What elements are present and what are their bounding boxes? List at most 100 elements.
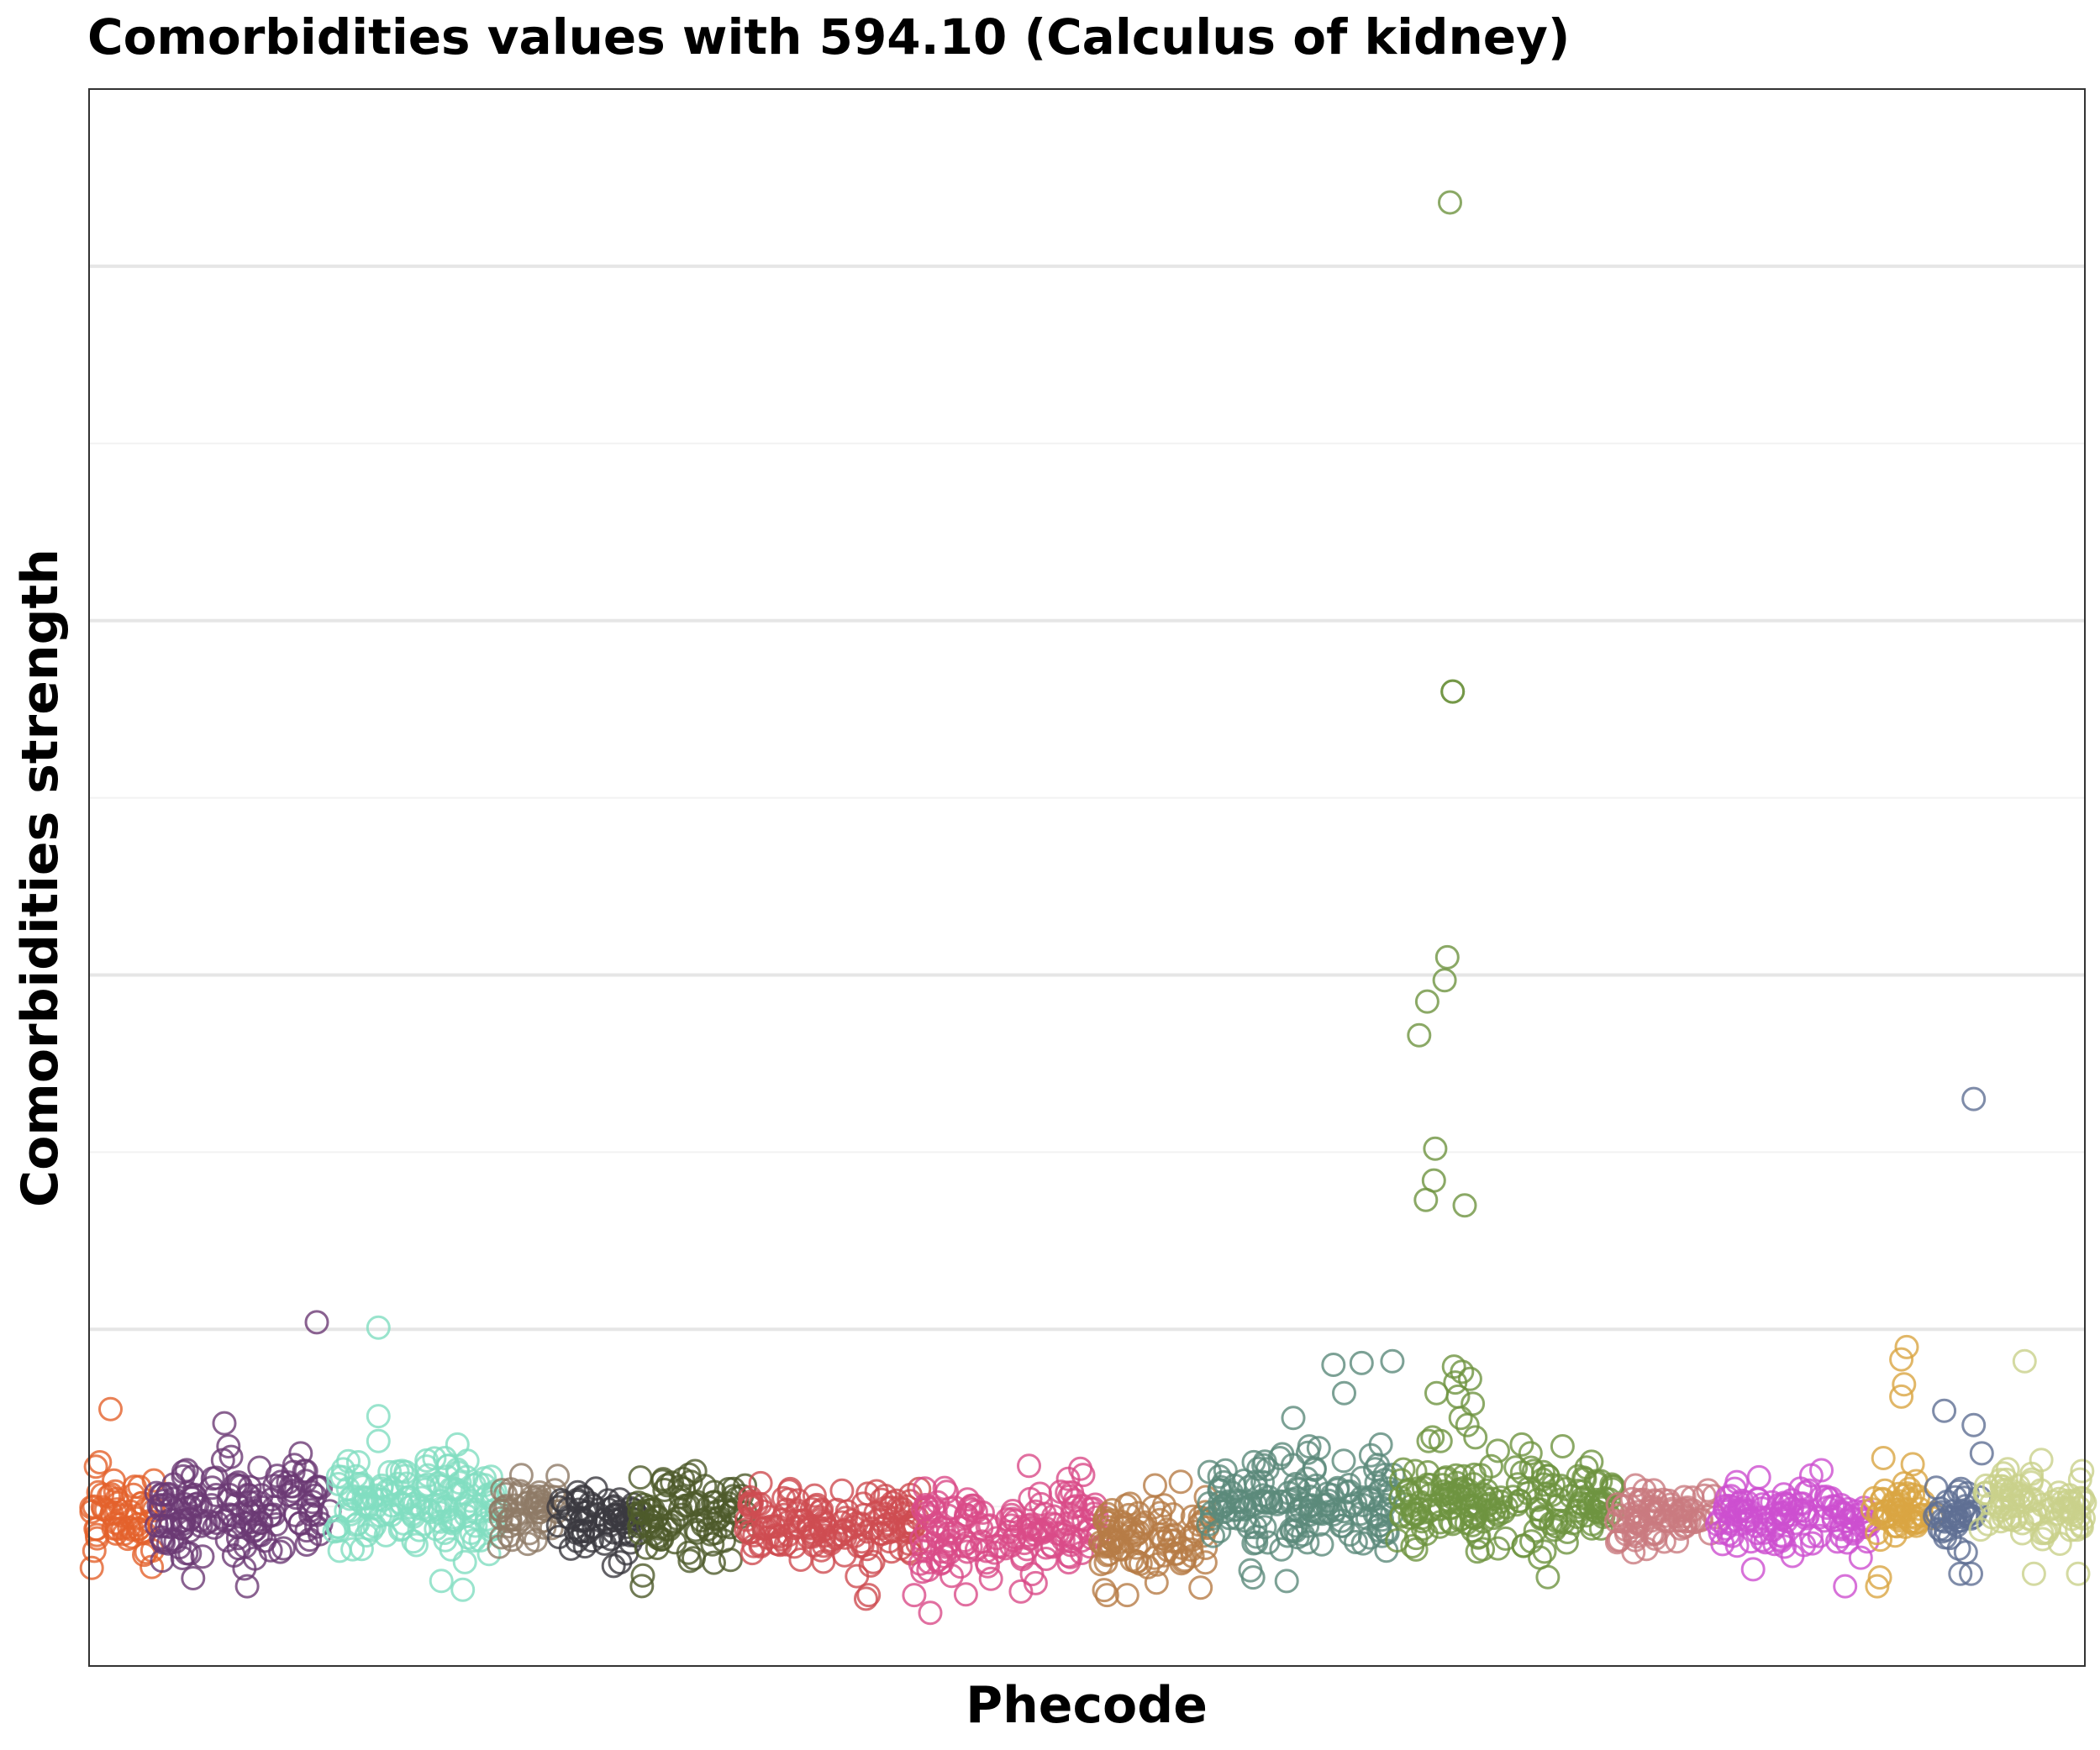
data-point (1892, 1514, 1918, 1539)
data-point (583, 1476, 608, 1501)
data-point (1726, 1499, 1751, 1523)
data-point (2071, 1506, 2096, 1531)
data-point (799, 1497, 824, 1522)
data-point (1267, 1446, 1292, 1470)
data-point (1403, 1526, 1429, 1551)
data-point (82, 1538, 107, 1563)
data-point (1241, 1449, 1266, 1474)
data-point (551, 1490, 576, 1516)
data-point (676, 1540, 701, 1565)
data-point (1306, 1436, 1331, 1461)
plot-frame (88, 88, 2086, 1667)
data-point (79, 1555, 104, 1580)
data-point (718, 1548, 743, 1573)
data-point (1607, 1527, 1632, 1553)
data-point (1889, 1384, 1914, 1409)
data-point (707, 1505, 732, 1530)
data-point (403, 1532, 429, 1558)
data-point (950, 1533, 976, 1558)
data-point (188, 1494, 213, 1519)
data-point (1114, 1583, 1139, 1608)
data-point (1363, 1457, 1387, 1482)
data-point (879, 1539, 904, 1564)
data-point (1969, 1441, 1994, 1466)
data-point (571, 1518, 596, 1543)
data-point (1945, 1513, 1969, 1538)
data-point (558, 1506, 583, 1531)
data-point (1948, 1561, 1973, 1586)
data-point (234, 1574, 260, 1599)
data-point (158, 1515, 182, 1539)
data-point (1358, 1443, 1383, 1468)
data-point (629, 1500, 655, 1526)
data-point (861, 1549, 886, 1574)
data-point (1463, 1425, 1488, 1450)
data-point (738, 1495, 763, 1520)
data-point (366, 1315, 391, 1340)
data-point (235, 1499, 261, 1523)
data-point (461, 1528, 487, 1553)
data-point (200, 1466, 225, 1491)
data-point (150, 1548, 175, 1574)
data-point (1051, 1519, 1076, 1544)
data-point (652, 1491, 677, 1516)
data-point (326, 1472, 351, 1496)
data-point (1771, 1524, 1795, 1549)
data-point (1254, 1490, 1279, 1515)
data-point (1623, 1473, 1648, 1498)
data-point (969, 1529, 994, 1554)
data-point (2030, 1527, 2055, 1552)
data-point (1680, 1498, 1705, 1523)
data-point (1416, 1428, 1441, 1453)
data-point (217, 1502, 242, 1527)
data-point (872, 1513, 897, 1538)
data-point (366, 1404, 391, 1429)
data-point (808, 1537, 834, 1563)
data-point (2012, 1348, 2037, 1374)
data-point (1415, 1460, 1440, 1485)
data-point (1281, 1406, 1306, 1431)
data-point (216, 1434, 241, 1458)
data-point (1309, 1532, 1334, 1557)
data-point (98, 1396, 123, 1422)
data-point (489, 1498, 514, 1523)
data-point (1161, 1502, 1186, 1527)
data-point (1017, 1453, 1041, 1479)
data-point (1997, 1506, 2023, 1532)
data-point (1959, 1561, 1983, 1586)
data-point (647, 1516, 672, 1541)
data-point (2006, 1481, 2031, 1506)
data-point (1023, 1570, 1048, 1595)
data-point (1337, 1479, 1362, 1504)
data-point (1424, 1380, 1449, 1406)
data-point (969, 1516, 994, 1541)
data-point (1988, 1509, 2013, 1534)
data-point (850, 1529, 875, 1554)
data-point (1968, 1517, 1993, 1542)
data-point (1168, 1469, 1193, 1495)
data-point (1099, 1508, 1124, 1533)
data-point (433, 1527, 458, 1553)
data-point (1403, 1458, 1428, 1484)
data-point (445, 1432, 470, 1457)
data-point (1486, 1536, 1511, 1561)
data-point (294, 1518, 319, 1543)
data-point (1057, 1484, 1082, 1509)
data-point (2045, 1501, 2070, 1527)
data-point (1604, 1530, 1629, 1555)
data-point (1434, 944, 1460, 970)
data-point (340, 1537, 366, 1562)
data-point (452, 1549, 477, 1574)
data-point (1284, 1513, 1309, 1538)
data-point (1848, 1545, 1873, 1570)
data-point (429, 1569, 454, 1594)
data-point (1207, 1464, 1232, 1489)
data-point (1509, 1432, 1534, 1457)
data-point (953, 1582, 978, 1607)
data-point (1188, 1575, 1213, 1600)
data-point (407, 1517, 432, 1542)
data-point (677, 1548, 703, 1574)
data-point (1550, 1434, 1575, 1458)
data-point (1231, 1469, 1256, 1493)
data-point (1172, 1548, 1197, 1573)
